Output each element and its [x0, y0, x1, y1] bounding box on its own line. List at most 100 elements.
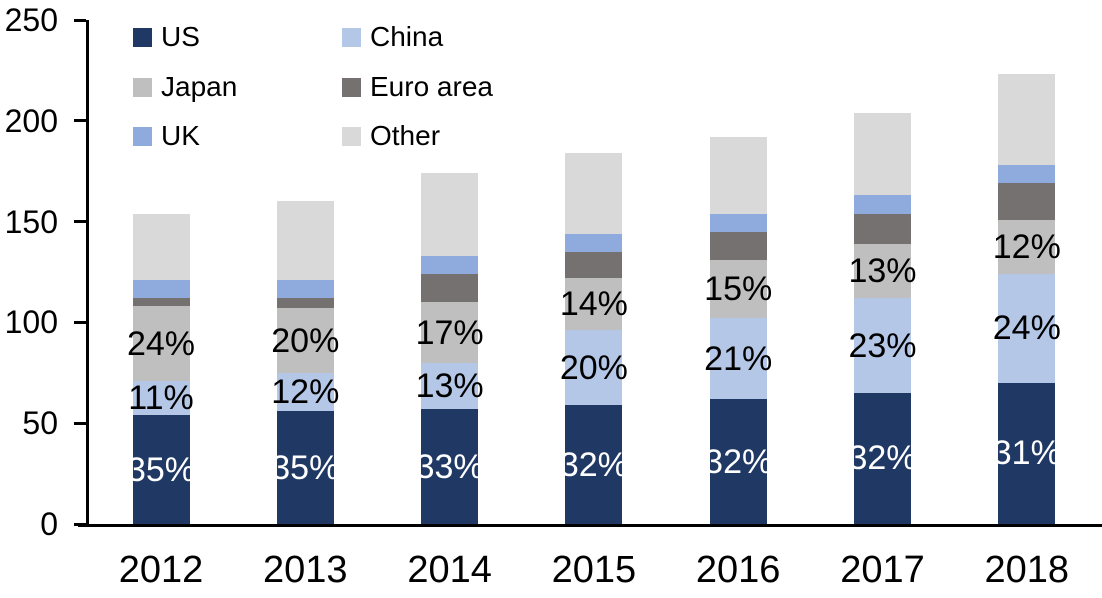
bar-segment-us-2015: 32%	[560, 405, 628, 524]
segment-percent-label-us-2012: 35%	[126, 450, 196, 489]
segment-percent-label-china-2015: 20%	[559, 348, 628, 387]
bar-segment-other-2014	[421, 173, 479, 256]
bar-segment-euro-area-2015	[565, 251, 623, 279]
y-tick-label-150: 150	[4, 203, 58, 240]
bar-segment-japan-2013: 20%	[271, 308, 339, 373]
bar-segment-uk-2017	[854, 195, 911, 214]
segment-percent-label-china-2013: 12%	[271, 372, 340, 411]
bar-segment-japan-2016: 15%	[704, 259, 772, 319]
bar-segment-euro-area-2014	[421, 274, 479, 303]
bar-2013: 35% 12% 20%	[271, 20, 339, 524]
bar-segment-china-2017: 23%	[848, 298, 917, 393]
bar-segment-other-2018	[998, 74, 1056, 166]
y-tick-mark-150	[74, 220, 86, 224]
legend-label-uk: UK	[161, 120, 200, 151]
y-tick-label-0: 0	[40, 506, 58, 542]
segment-percent-label-japan-2016: 15%	[704, 270, 773, 309]
bar-segment-us-2012: 35%	[127, 415, 195, 524]
bar-segment-uk-2015	[565, 233, 623, 252]
legend-label-japan: Japan	[161, 71, 238, 102]
segment-percent-label-china-2016: 21%	[704, 339, 773, 378]
legend-item-japan: Japan	[133, 73, 237, 101]
legend-label-china: China	[370, 21, 444, 52]
bar-segment-china-2013: 12%	[271, 372, 339, 412]
bar-segment-china-2018: 24%	[993, 274, 1061, 383]
segment-percent-label-us-2015: 32%	[559, 445, 628, 484]
y-tick-mark-250	[74, 18, 86, 22]
bar-segment-other-2017	[854, 112, 911, 196]
segment-percent-label-us-2018: 31%	[992, 434, 1061, 473]
bar-segment-china-2015: 20%	[560, 330, 628, 406]
segment-percent-label-china-2014: 13%	[415, 366, 484, 405]
bar-segment-other-2015	[565, 153, 623, 234]
bar-segment-japan-2018: 12%	[993, 219, 1061, 275]
legend-label-us: US	[161, 21, 200, 52]
x-tick-label-2015: 2015	[551, 549, 637, 591]
bar-segment-china-2012: 11%	[128, 380, 194, 416]
y-tick-mark-100	[74, 320, 86, 324]
segment-percent-label-japan-2014: 17%	[415, 313, 484, 352]
segment-percent-label-us-2017: 32%	[848, 439, 917, 478]
bar-2018: 31% 24% 12%	[993, 20, 1061, 524]
bar-segment-uk-2018	[998, 165, 1056, 184]
y-tick-label-250: 250	[4, 2, 58, 38]
bar-segment-other-2013	[276, 201, 334, 281]
x-tick-label-2012: 2012	[118, 549, 204, 591]
bar-segment-china-2016: 21%	[704, 318, 772, 400]
y-tick-label-200: 200	[4, 102, 58, 139]
bar-2014: 33% 13% 17%	[416, 20, 484, 524]
x-axis-line	[78, 524, 1102, 527]
segment-percent-label-us-2013: 35%	[271, 448, 340, 487]
x-tick-label-2018: 2018	[984, 549, 1070, 591]
legend-swatch-other	[342, 126, 361, 146]
bar-segment-china-2014: 13%	[416, 362, 484, 410]
segment-percent-label-us-2014: 33%	[415, 447, 484, 486]
y-tick-label-50: 50	[22, 405, 58, 442]
legend-item-euro-area: Euro area	[342, 73, 493, 101]
bar-segment-japan-2014: 17%	[416, 302, 484, 363]
bar-2016: 32% 21% 15%	[704, 20, 772, 524]
segment-percent-label-china-2012: 11%	[128, 379, 194, 417]
bar-segment-euro-area-2018	[998, 183, 1056, 220]
bar-2012: 35% 11% 24%	[127, 20, 195, 524]
legend-item-uk: UK	[133, 122, 200, 150]
legend-swatch-uk	[133, 126, 152, 146]
bar-segment-japan-2012: 24%	[127, 306, 195, 381]
legend-item-us: US	[133, 23, 200, 51]
bar-segment-uk-2012	[132, 280, 190, 299]
y-tick-mark-200	[74, 119, 86, 123]
bar-2015: 32% 20% 14%	[560, 20, 628, 524]
y-tick-mark-0	[74, 522, 86, 526]
bar-segment-euro-area-2017	[854, 213, 911, 244]
bar-segment-us-2018: 31%	[993, 382, 1061, 524]
bar-2017: 32% 23% 13%	[848, 20, 917, 524]
segment-percent-label-japan-2013: 20%	[271, 321, 340, 360]
bar-segment-japan-2015: 14%	[560, 278, 628, 331]
bar-segment-euro-area-2012	[132, 298, 190, 307]
segment-percent-label-japan-2018: 12%	[992, 227, 1061, 266]
x-tick-label-2013: 2013	[263, 549, 348, 591]
legend-swatch-us	[133, 27, 152, 47]
bar-segment-other-2012	[132, 213, 190, 281]
x-tick-label-2017: 2017	[840, 549, 925, 591]
x-tick-label-2016: 2016	[695, 549, 781, 591]
legend-label-euro-area: Euro area	[370, 71, 493, 102]
segment-percent-label-us-2016: 32%	[704, 442, 773, 481]
y-tick-label-100: 100	[4, 304, 58, 341]
legend-item-china: China	[342, 23, 443, 51]
y-axis-line	[86, 20, 89, 527]
bar-segment-other-2016	[709, 136, 767, 214]
legend-swatch-china	[342, 27, 361, 47]
bar-segment-us-2014: 33%	[416, 409, 484, 524]
bar-segment-euro-area-2013	[276, 298, 334, 309]
legend-swatch-euro-area	[342, 77, 361, 97]
segment-percent-label-china-2018: 24%	[992, 309, 1061, 348]
segment-percent-label-japan-2015: 14%	[559, 285, 628, 324]
bar-segment-uk-2014	[421, 255, 479, 275]
y-tick-mark-50	[74, 421, 86, 425]
legend-label-other: Other	[370, 120, 441, 151]
bar-segment-uk-2013	[276, 280, 334, 299]
legend-swatch-japan	[133, 77, 152, 97]
legend-item-other: Other	[342, 122, 440, 150]
